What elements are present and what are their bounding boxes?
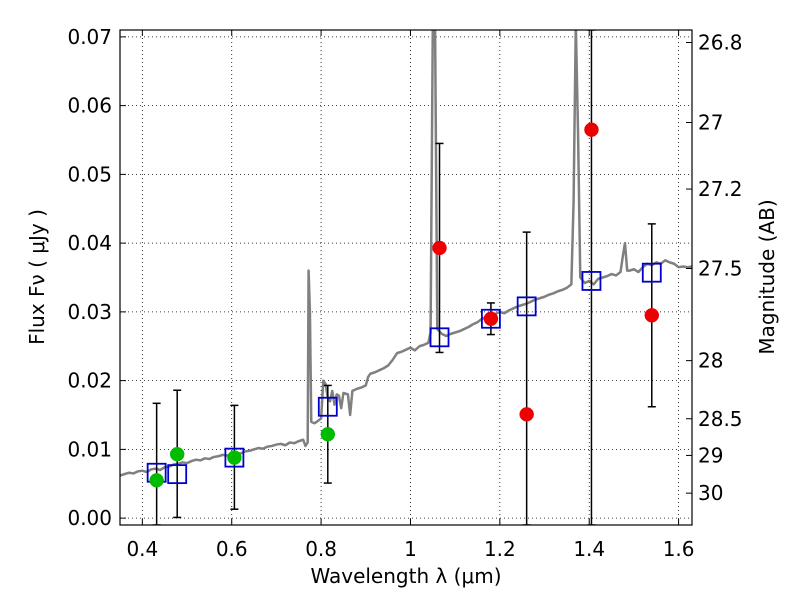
mag-tick-label: 27.5 (698, 257, 743, 281)
y-tick-label: 0.05 (67, 162, 112, 186)
series (120, 30, 692, 525)
model-square-point (481, 308, 501, 329)
sed-line (120, 30, 692, 477)
red-data-point (432, 240, 447, 256)
green-data-point (320, 427, 336, 442)
x-tick-label: 1 (404, 537, 417, 561)
grid (120, 30, 692, 525)
y-tick-label: 0.04 (67, 231, 112, 255)
y-tick-label: 0.06 (67, 94, 112, 118)
model-square-point (641, 262, 662, 283)
x-tick-label: 1.4 (573, 537, 605, 561)
y-tick-label: 0.07 (67, 25, 112, 49)
x-tick-label: 1.6 (663, 537, 695, 561)
model-square-point (317, 396, 338, 417)
green-data-point (227, 450, 242, 465)
model-square-point (516, 296, 537, 317)
mag-tick-label: 30 (698, 481, 723, 505)
y-tick-label: 0.03 (67, 300, 112, 324)
mag-tick-label: 29 (698, 443, 723, 467)
mag-tick-label: 28.5 (698, 407, 743, 431)
red-data-point (644, 308, 660, 323)
red-data-point (519, 407, 534, 422)
x-tick-label: 1.2 (484, 537, 516, 561)
y-tick-label: 0.00 (67, 506, 112, 530)
x-tick-label: 0.4 (126, 537, 158, 561)
ticks: 0.4 0.6 0.8 1 1.2 1.4 1.6 0.00 0.01 0.02 0.03 0.04 0… (67, 25, 742, 561)
model-square-point (429, 327, 450, 348)
mag-tick-label: 26.8 (698, 30, 743, 54)
x-axis-title: Wavelength λ (μm) (310, 564, 501, 588)
green-data-point (169, 446, 185, 462)
plot-frame (119, 29, 693, 526)
red-data-point (584, 122, 599, 137)
red-data-point (483, 311, 499, 326)
mag-tick-label: 27.2 (698, 177, 743, 201)
x-tick-label: 0.8 (305, 537, 337, 561)
model-square-point (167, 464, 188, 485)
mag-tick-label: 27 (698, 111, 723, 135)
x-tick-label: 0.6 (216, 537, 248, 561)
y-tick-label: 0.01 (67, 437, 112, 461)
y-axis-title: Flux Fν ( μJy ) (25, 209, 49, 345)
mag-tick-label: 28 (698, 349, 723, 373)
right-axis-title: Magnitude (AB) (755, 199, 779, 354)
green-data-point (149, 473, 164, 488)
model-square-point (581, 271, 602, 291)
y-tick-label: 0.02 (67, 369, 112, 393)
model-square-point (224, 447, 245, 468)
